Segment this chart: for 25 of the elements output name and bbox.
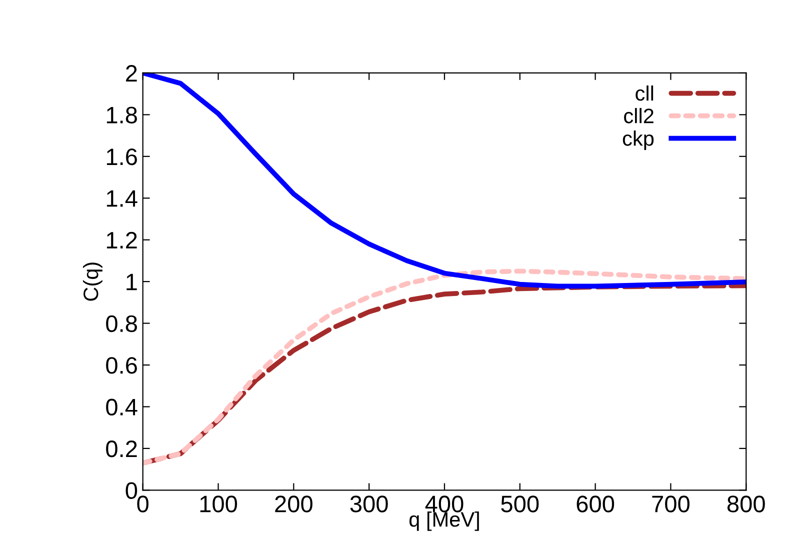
legend-label: ckp: [622, 130, 654, 150]
x-axis-title: q [MeV]: [409, 511, 479, 531]
y-tick-label: 2: [126, 65, 137, 82]
y-tick-label: 0.2: [106, 440, 137, 458]
y-tick-label: 0: [126, 482, 138, 499]
x-tick-label: 200: [275, 496, 312, 512]
legend-label: cll2: [624, 108, 654, 124]
x-tick-label: 600: [576, 496, 614, 512]
x-tick-label: 700: [652, 496, 690, 512]
x-tick-label: 800: [727, 496, 765, 512]
x-tick-label: 0: [137, 496, 148, 512]
y-tick-label: 1.4: [106, 190, 138, 207]
y-tick-label: 0.8: [106, 315, 137, 332]
y-tick-label: 0.6: [106, 357, 137, 374]
y-tick-label: 1: [126, 274, 137, 290]
legend-label: cll: [636, 85, 654, 101]
y-axis-title: C(q): [82, 262, 102, 301]
y-tick-label: 0.4: [106, 398, 138, 416]
y-tick-label: 1.2: [106, 232, 137, 248]
x-tick-label: 500: [501, 496, 539, 512]
x-tick-label: 400: [425, 496, 464, 512]
x-tick-label: 100: [200, 496, 238, 512]
x-tick-label: 300: [350, 496, 388, 512]
y-tick-label: 1.6: [106, 148, 137, 166]
y-tick-label: 1.8: [106, 106, 137, 124]
